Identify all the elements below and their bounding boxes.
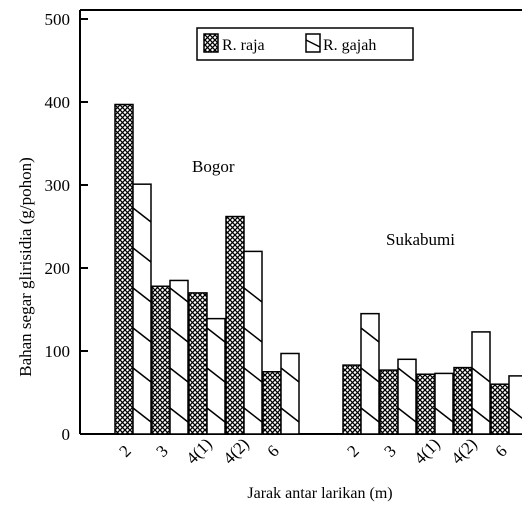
y-tick-label: 400 [45,93,71,112]
bar-stripe [397,367,417,383]
bar-r-gajah [132,183,152,435]
bar-r-raja [151,285,171,435]
bar-stripe [169,287,189,303]
region-label-bogor: Bogor [192,157,235,176]
bars [114,103,522,435]
bar-r-gajah [243,250,263,435]
x-tick-label: 2 [115,441,134,460]
bar-r-raja [262,371,282,435]
bar-stripe [243,367,263,383]
bar-stripe [206,327,226,343]
legend-box [196,27,414,61]
bar-r-raja [490,383,510,435]
bar-stripe [471,407,491,423]
bar-stripe [360,407,380,423]
bar-r-gajah [434,372,454,435]
bar-stripe [132,247,152,263]
legend: R. raja R. gajah [196,27,414,61]
bar-r-gajah [508,375,522,435]
bar-r-raja [114,103,134,435]
bar-r-gajah [471,331,491,435]
y-tick-label: 300 [45,176,71,195]
y-tick-label: 500 [45,10,71,29]
x-tick-label: 3 [380,441,399,460]
bar-r-gajah [360,312,380,435]
bar-stripe [280,407,300,423]
legend-swatch-raja [203,33,219,53]
x-tick-label: 4(1) [410,434,443,467]
x-tick-label: 6 [263,441,282,460]
y-axis-title: Bahan segar glirisidia (g/pohon) [16,157,35,377]
bar-stripe [132,407,152,423]
bar-r-raja [188,292,208,435]
region-label-sukabumi: Sukabumi [386,230,455,249]
bar-r-gajah [169,279,189,435]
bar-r-raja [225,215,245,435]
bar-r-raja [379,369,399,435]
bar-stripe [169,367,189,383]
y-tick-label: 0 [62,425,71,444]
bar-stripe [243,287,263,303]
bar-stripe [280,367,300,383]
bar-r-raja [416,373,436,435]
x-tick-label: 4(2) [447,434,480,467]
y-tick-label: 200 [45,259,71,278]
legend-swatch-gajah [305,33,321,53]
bar-stripe [243,327,263,343]
bar-stripe [243,407,263,423]
bar-r-raja [342,364,362,435]
y-ticks: 0 100 200 300 400 500 [45,10,88,444]
x-tick-label: 3 [152,441,171,460]
legend-label-raja: R. raja [222,37,265,54]
x-tick-label: 6 [491,441,510,460]
x-tick-label: 4(1) [182,434,215,467]
bar-stripe [206,407,226,423]
bar-stripe [169,407,189,423]
bar-r-gajah [280,352,300,435]
bar-stripe [397,407,417,423]
bar-stripe [132,327,152,343]
bar-stripe [132,207,152,223]
bar-stripe [434,407,454,423]
bar-stripe [360,367,380,383]
y-tick-label: 100 [45,342,71,361]
bar-stripe [360,327,380,343]
region-labels: Bogor Sukabumi [192,157,455,249]
bar-stripe [471,367,491,383]
bar-r-raja [453,366,473,435]
x-axis-title: Jarak antar larikan (m) [247,485,392,502]
bar-stripe [508,407,522,420]
bar-r-gajah [206,317,226,435]
bar-stripe [132,287,152,303]
x-tick-label: 2 [343,441,362,460]
bar-stripe [132,367,152,383]
x-tick-label: 4(2) [219,434,252,467]
bar-stripe [206,367,226,383]
x-ticks: 2 3 4(1) 4(2) 6 2 3 4(1) 4(2) 6 [115,434,510,467]
legend-label-gajah: R. gajah [323,37,376,54]
bar-stripe [169,327,189,343]
